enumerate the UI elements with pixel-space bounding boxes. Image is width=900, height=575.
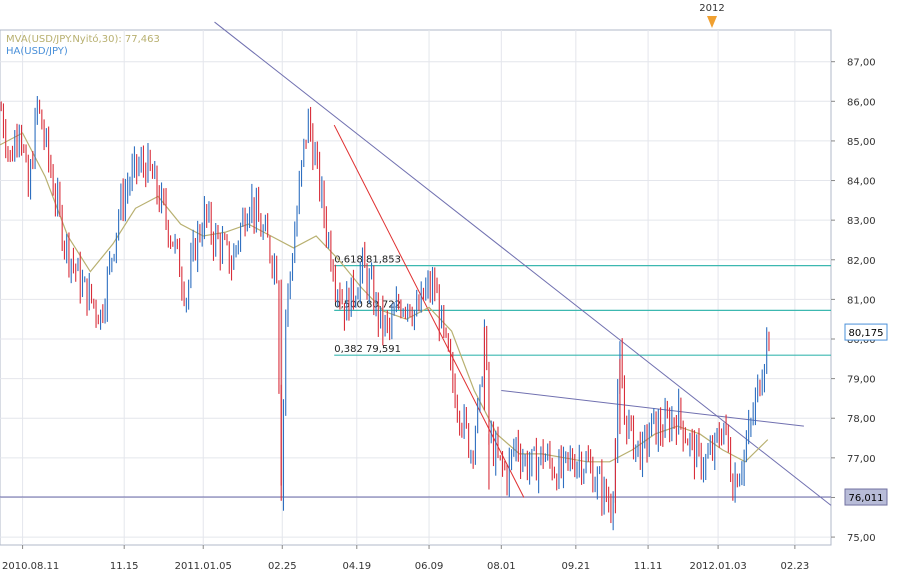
- moving-average-line: [0, 132, 769, 463]
- y-tick-label: 87,00: [847, 58, 876, 69]
- price-badge: [844, 323, 888, 341]
- x-tick-label: 11.15: [110, 561, 139, 572]
- moving-average-path: [0, 132, 769, 463]
- fib-label: 0,618 81,853: [334, 255, 401, 266]
- chart-legend: MVA(USD/JPY.Nyitó,30): 77,463 HA(USD/JPY…: [6, 33, 160, 57]
- legend-heikin-ashi: HA(USD/JPY): [6, 46, 68, 57]
- y-tick-label: 85,00: [847, 137, 876, 148]
- y-tick-label: 75,00: [847, 533, 876, 544]
- price-badge-label: 76,011: [849, 493, 884, 504]
- trend-line: [501, 390, 804, 427]
- price-badges: 80,175 76,011: [844, 323, 888, 506]
- heikin-ashi-candles[interactable]: [0, 96, 770, 531]
- legend-moving-average: MVA(USD/JPY.Nyitó,30): 77,463: [6, 33, 160, 45]
- y-tick-label: 79,00: [847, 375, 876, 386]
- y-tick-label: 77,00: [847, 454, 876, 465]
- y-tick-label: 78,00: [847, 414, 876, 425]
- x-tick-label: 02.23: [781, 561, 810, 572]
- x-tick-label: 09.21: [562, 561, 591, 572]
- price-badge: [844, 488, 888, 506]
- x-tick-label: 2011.01.05: [175, 561, 232, 572]
- y-tick-label: 83,00: [847, 216, 876, 227]
- chart-grid: [0, 29, 832, 546]
- year-marker-icon: [707, 16, 717, 28]
- plot-frame: [0, 29, 832, 546]
- x-tick-label: 11.11: [634, 561, 663, 572]
- x-tick-label: 2010.08.11: [2, 561, 59, 572]
- x-tick-label: 02.25: [268, 561, 297, 572]
- x-tick-label: 08.01: [487, 561, 516, 572]
- trend-line: [333, 124, 525, 498]
- fibonacci-levels: 0,618 81,853 0,500 80,722 0,382 79,591: [334, 255, 831, 356]
- y-tick-label: 81,00: [847, 295, 876, 306]
- x-tick-label: 06.09: [415, 561, 444, 572]
- y-tick-label: 84,00: [847, 177, 876, 188]
- y-tick-label: 86,00: [847, 97, 876, 108]
- fib-label: 0,382 79,591: [334, 344, 401, 355]
- trend-line: [214, 21, 832, 506]
- price-badge-label: 80,175: [849, 328, 884, 339]
- fib-label: 0,500 80,722: [334, 299, 401, 310]
- year-marker-label: 2012: [699, 3, 724, 14]
- x-tick-label: 04.19: [342, 561, 371, 572]
- y-tick-label: 82,00: [847, 256, 876, 267]
- x-tick-label: 2012.01.03: [689, 561, 746, 572]
- year-marker: 2012: [699, 3, 725, 28]
